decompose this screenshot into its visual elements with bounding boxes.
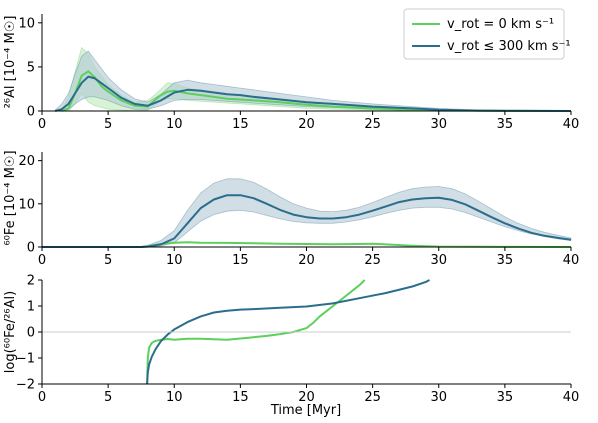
xlabel-time: Time [Myr]: [270, 403, 341, 418]
x-tick-label: 5: [104, 253, 112, 268]
tick-labels: 0 5 10 15 20 25 30 35 40 −2 −1 0 1 2: [16, 274, 579, 406]
x-tick-label: 20: [298, 390, 315, 405]
legend-box: [403, 8, 565, 60]
x-tick-label: 35: [497, 253, 514, 268]
panel-al26: 0 5 10 15 20 25 30 35 40 0 5 10 ²⁶Al [10⁻⁴ M☉] v_ro…: [3, 8, 579, 132]
legend-label-rot: v_rot ≤ 300 km s⁻¹: [447, 39, 571, 54]
series-lines: [146, 279, 430, 385]
x-tick-label: 5: [104, 390, 112, 405]
x-tick-label: 10: [166, 117, 183, 132]
x-tick-label: 25: [364, 253, 381, 268]
legend-label-nonrot: v_rot = 0 km s⁻¹: [447, 17, 554, 32]
tick-labels: 0 5 10 15 20 25 30 35 40 0 10 20: [18, 154, 579, 268]
x-tick-label: 25: [364, 390, 381, 405]
x-tick-label: 5: [104, 117, 112, 132]
line-rot: [42, 194, 572, 248]
x-tick-label: 35: [497, 390, 514, 405]
y-tick-label: 2: [27, 274, 35, 289]
x-tick-label: 30: [430, 253, 447, 268]
panel-fe60: 0 5 10 15 20 25 30 35 40 0 10 20 ⁶⁰Fe [10⁻⁴ M☉]: [3, 150, 579, 268]
x-tick-label: 20: [298, 253, 315, 268]
legend: v_rot = 0 km s⁻¹ v_rot ≤ 300 km s⁻¹: [403, 8, 571, 60]
y-tick-label: 20: [18, 154, 35, 169]
band-rot: [42, 178, 572, 248]
x-tick-label: 40: [563, 390, 580, 405]
x-tick-label: 35: [497, 117, 514, 132]
tick-labels: 0 5 10 15 20 25 30 35 40 0 5 10: [18, 16, 579, 132]
y-tick-label: 10: [18, 16, 35, 31]
x-tick-label: 40: [563, 117, 580, 132]
ylabel-al26: ²⁶Al [10⁻⁴ M☉]: [3, 16, 18, 109]
x-tick-label: 15: [232, 117, 249, 132]
x-tick-label: 10: [166, 253, 183, 268]
x-tick-label: 10: [166, 390, 183, 405]
y-tick-label: 5: [27, 60, 35, 75]
y-tick-label: 0: [27, 326, 35, 341]
x-tick-label: 30: [430, 117, 447, 132]
panel-ratio: 0 5 10 15 20 25 30 35 40 −2 −1 0 1 2 log(⁶⁰Fe/²⁶Al) T…: [3, 274, 579, 419]
y-tick-label: 10: [18, 197, 35, 212]
axes: [38, 14, 572, 115]
x-tick-label: 20: [298, 117, 315, 132]
x-tick-label: 15: [232, 253, 249, 268]
x-tick-label: 30: [430, 390, 447, 405]
line-nonrot: [146, 279, 366, 385]
series-lines: [54, 70, 572, 112]
uncertainty-bands: [42, 178, 572, 248]
y-tick-label: 0: [27, 241, 35, 256]
x-tick-label: 40: [563, 253, 580, 268]
y-tick-label: 0: [27, 105, 35, 120]
line-rot: [146, 279, 430, 385]
x-tick-label: 0: [38, 390, 46, 405]
y-tick-label: −2: [16, 378, 35, 393]
x-tick-label: 0: [38, 117, 46, 132]
axes: [38, 279, 572, 388]
line-rot: [54, 75, 572, 112]
x-tick-label: 25: [364, 117, 381, 132]
x-tick-label: 15: [232, 390, 249, 405]
series-lines: [42, 194, 572, 248]
axes: [38, 152, 572, 251]
x-tick-label: 0: [38, 253, 46, 268]
y-tick-label: −1: [16, 352, 35, 367]
ylabel-fe60: ⁶⁰Fe [10⁻⁴ M☉]: [3, 150, 18, 245]
y-tick-label: 1: [27, 300, 35, 315]
ylabel-ratio: log(⁶⁰Fe/²⁶Al): [3, 291, 18, 373]
